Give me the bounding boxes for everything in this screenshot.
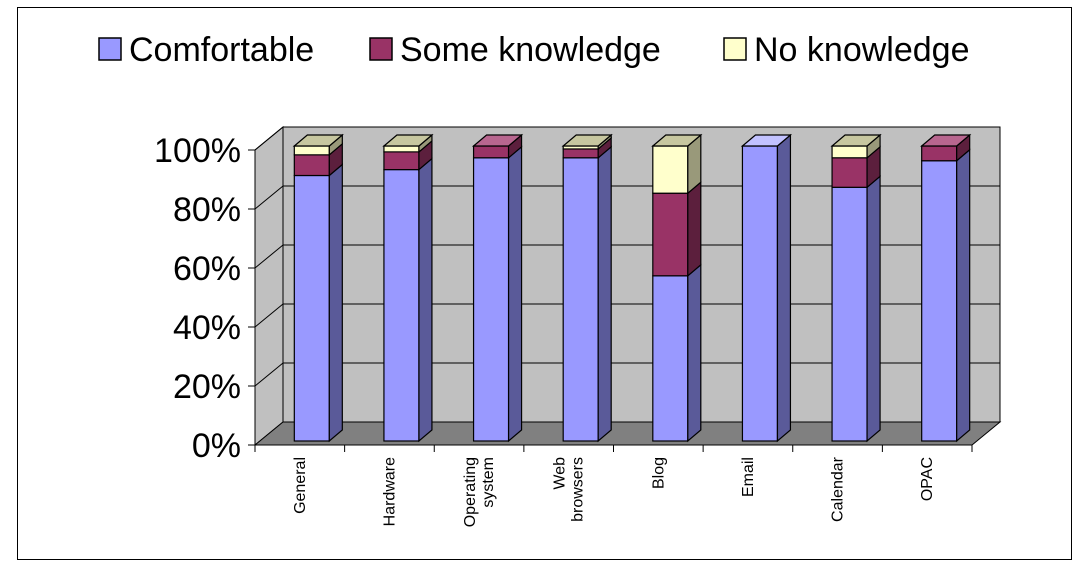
legend-label: Some knowledge — [400, 31, 661, 69]
y-tick-label: 20% — [173, 368, 241, 406]
bars — [292, 133, 972, 443]
y-tick-label: 40% — [173, 309, 241, 347]
bar-top — [471, 134, 524, 147]
bar-comfortable — [652, 275, 689, 442]
bar-comfortable — [383, 169, 420, 442]
x-category-label-line: Web — [552, 457, 569, 490]
x-category-label: Blog — [650, 457, 667, 489]
x-category-label: Email — [740, 457, 757, 497]
x-category-label: Calendar — [830, 456, 847, 522]
bar-comfortable — [921, 160, 958, 442]
bar-top — [651, 134, 703, 147]
bar-top — [561, 134, 613, 147]
bar-top — [382, 134, 434, 147]
y-tick-label: 100% — [154, 132, 241, 170]
x-axis: General Hardware Operatingsystem Webbrowser… — [254, 444, 973, 527]
legend-swatch — [98, 37, 122, 61]
bar-side — [507, 145, 523, 443]
x-category-label: Hardware — [381, 457, 398, 526]
plot-walls — [253, 125, 1002, 447]
floor — [253, 421, 1002, 446]
bar-side — [956, 148, 971, 443]
bar-some-knowledge — [652, 192, 689, 277]
bar-no-knowledge — [383, 145, 420, 153]
bar-side — [866, 175, 881, 443]
bar-comfortable — [472, 157, 510, 442]
x-category-label-line: system — [480, 457, 497, 508]
x-category-label-line: Calendar — [830, 456, 847, 522]
x-category-label: OPAC — [919, 457, 936, 501]
bar-comfortable — [293, 174, 330, 442]
bar-comfortable — [562, 157, 599, 442]
bar-no-knowledge — [293, 145, 330, 156]
bar-side — [776, 133, 792, 443]
bar-comfortable — [831, 186, 868, 442]
x-category-label-line: Operating — [462, 457, 479, 527]
bar-some-knowledge — [562, 148, 599, 159]
bar-side — [687, 180, 702, 278]
legend-swatch — [723, 37, 747, 61]
y-tick-label: 0% — [192, 427, 241, 465]
legend-label: Comfortable — [129, 31, 314, 69]
legend-label: No knowledge — [754, 31, 969, 69]
gridline-side — [254, 185, 284, 210]
bar-some-knowledge — [831, 157, 868, 188]
bar-side — [597, 145, 612, 443]
x-category-label: General — [292, 457, 309, 514]
bar-top — [920, 134, 972, 147]
bar-top — [292, 134, 344, 147]
x-category-label-line: browsers — [570, 457, 587, 522]
x-category-label: Webbrowsers — [552, 457, 587, 522]
gridline-side — [254, 303, 284, 328]
x-category-label-line: General — [292, 457, 309, 514]
bar-some-knowledge — [921, 145, 958, 162]
legend-swatch — [369, 37, 393, 61]
bar-no-knowledge — [652, 145, 689, 194]
bar-side — [328, 163, 343, 443]
bar-comfortable — [741, 145, 779, 442]
gridline-side — [254, 126, 284, 151]
x-category-label-line: OPAC — [919, 457, 936, 501]
bar-some-knowledge — [293, 154, 330, 177]
x-category-label-line: Email — [740, 457, 757, 497]
y-axis: 0% 20% 40% 60% 80% 100% — [154, 132, 256, 465]
x-category-label: Operatingsystem — [462, 457, 497, 527]
bar-no-knowledge — [831, 145, 868, 159]
bar-top — [830, 134, 882, 147]
bar-side — [687, 263, 702, 443]
gridline-side — [254, 362, 284, 387]
side-wall — [254, 125, 284, 447]
bar-some-knowledge — [472, 145, 510, 159]
y-tick-label: 60% — [173, 250, 241, 288]
x-category-label-line: Blog — [650, 457, 667, 489]
gridline-side — [254, 244, 284, 269]
bar-some-knowledge — [383, 151, 420, 171]
x-category-label-line: Hardware — [381, 457, 398, 526]
bar-top — [740, 134, 793, 147]
bar-side — [418, 157, 433, 443]
y-tick-label: 80% — [173, 191, 241, 229]
legend: Comfortable Some knowledge No knowledge — [98, 31, 969, 69]
